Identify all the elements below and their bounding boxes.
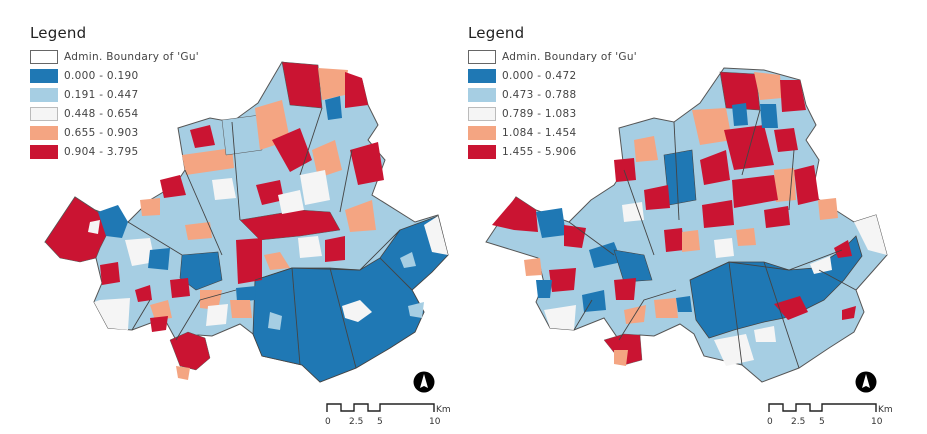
- svg-text:Km: Km: [436, 405, 451, 415]
- color-swatch: [30, 106, 58, 121]
- legend-label: 1.084 - 1.454: [502, 126, 577, 139]
- choropleth-map-right: [485, 67, 888, 383]
- legend-item-class-4: 0.655 - 0.903: [30, 123, 199, 142]
- color-swatch: [468, 106, 496, 121]
- legend-item-boundary: Admin. Boundary of 'Gu': [468, 47, 637, 66]
- color-swatch: [30, 144, 58, 159]
- legend-item-boundary: Admin. Boundary of 'Gu': [30, 47, 199, 66]
- color-swatch: [30, 68, 58, 83]
- legend-label: 0.789 - 1.083: [502, 107, 577, 120]
- legend-item-class-3: 0.448 - 0.654: [30, 104, 199, 123]
- legend-label: 0.000 - 0.472: [502, 69, 577, 82]
- boundary-swatch: [30, 49, 58, 64]
- legend-label: 0.000 - 0.190: [64, 69, 139, 82]
- svg-text:5: 5: [819, 417, 825, 427]
- map-panel-left: Legend Admin. Boundary of 'Gu' 0.000 - 0…: [0, 0, 463, 434]
- choropleth-map-left: [44, 61, 449, 383]
- svg-text:10: 10: [871, 417, 883, 427]
- north-arrow-icon: [413, 371, 435, 393]
- color-swatch: [30, 125, 58, 140]
- map-panel-right: Legend Admin. Boundary of 'Gu' 0.000 - 0…: [464, 0, 927, 434]
- legend-label: 0.448 - 0.654: [64, 107, 139, 120]
- svg-text:Km: Km: [878, 405, 893, 415]
- legend-label: Admin. Boundary of 'Gu': [64, 50, 199, 63]
- legend-left: Legend Admin. Boundary of 'Gu' 0.000 - 0…: [30, 24, 199, 161]
- boundary-swatch: [468, 49, 496, 64]
- legend-title: Legend: [30, 24, 87, 42]
- legend-title: Legend: [468, 24, 525, 42]
- north-arrow-icon: [855, 371, 877, 393]
- svg-text:0: 0: [767, 417, 773, 427]
- legend-right: Legend Admin. Boundary of 'Gu' 0.000 - 0…: [468, 24, 637, 161]
- svg-text:0: 0: [325, 417, 331, 427]
- legend-item-class-3: 0.789 - 1.083: [468, 104, 637, 123]
- svg-text:10: 10: [429, 417, 441, 427]
- svg-text:2.5: 2.5: [791, 417, 805, 427]
- legend-item-class-4: 1.084 - 1.454: [468, 123, 637, 142]
- legend-item-class-2: 0.191 - 0.447: [30, 85, 199, 104]
- legend-label: Admin. Boundary of 'Gu': [502, 50, 637, 63]
- color-swatch: [30, 87, 58, 102]
- legend-label: 0.473 - 0.788: [502, 88, 577, 101]
- scale-bar: 0 2.5 5 10 Km: [767, 403, 893, 427]
- color-swatch: [468, 144, 496, 159]
- legend-label: 0.655 - 0.903: [64, 126, 139, 139]
- legend-label: 0.904 - 3.795: [64, 145, 139, 158]
- svg-text:5: 5: [377, 417, 383, 427]
- legend-item-class-1: 0.000 - 0.190: [30, 66, 199, 85]
- legend-item-class-5: 1.455 - 5.906: [468, 142, 637, 161]
- scale-bar: 0 2.5 5 10 Km: [325, 403, 451, 427]
- color-swatch: [468, 68, 496, 83]
- color-swatch: [468, 87, 496, 102]
- legend-label: 0.191 - 0.447: [64, 88, 139, 101]
- legend-item-class-1: 0.000 - 0.472: [468, 66, 637, 85]
- legend-item-class-5: 0.904 - 3.795: [30, 142, 199, 161]
- svg-text:2.5: 2.5: [349, 417, 363, 427]
- legend-label: 1.455 - 5.906: [502, 145, 577, 158]
- legend-item-class-2: 0.473 - 0.788: [468, 85, 637, 104]
- color-swatch: [468, 125, 496, 140]
